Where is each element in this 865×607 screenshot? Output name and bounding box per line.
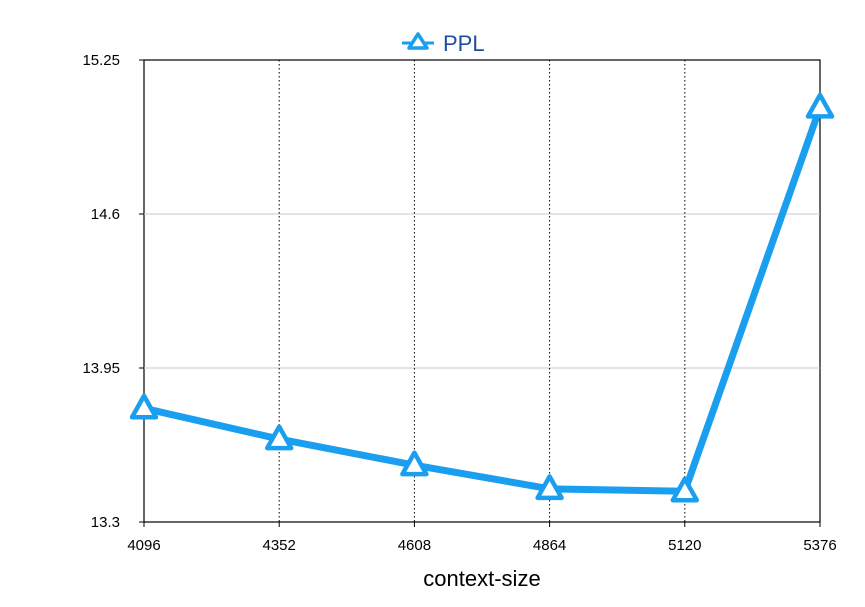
x-axis-ticks: 4096 4352 4608 4864 5120 5376 xyxy=(127,522,837,554)
legend-label-ppl: PPL xyxy=(443,31,485,56)
data-point-marker xyxy=(129,393,159,420)
data-point-marker xyxy=(400,450,429,477)
data-point-marker xyxy=(805,92,835,119)
x-tick-label: 4352 xyxy=(263,537,296,554)
plot-area-frame xyxy=(143,59,821,523)
x-axis-title: context-size xyxy=(423,566,540,591)
x-tick-label: 4608 xyxy=(398,537,431,554)
y-tick-label: 15.25 xyxy=(82,52,120,69)
data-point-marker xyxy=(264,424,294,451)
y-tick-label: 14.6 xyxy=(91,206,120,223)
y-axis-ticks: 13.3 13.95 14.6 15.25 xyxy=(82,52,144,531)
x-tick-label: 5120 xyxy=(668,537,701,554)
series-line-ppl xyxy=(140,103,824,495)
x-tick-label: 4864 xyxy=(533,537,566,554)
legend-marker-triangle-icon xyxy=(407,32,429,50)
x-tick-label: 5376 xyxy=(803,537,836,554)
horizontal-gridlines xyxy=(144,213,820,369)
data-point-marker xyxy=(670,476,700,503)
y-tick-label: 13.3 xyxy=(91,514,120,531)
x-tick-label: 4096 xyxy=(127,537,160,554)
legend: PPL xyxy=(402,31,485,56)
y-tick-label: 13.95 xyxy=(82,360,120,377)
series-group xyxy=(129,92,835,503)
data-point-marker xyxy=(535,474,564,501)
